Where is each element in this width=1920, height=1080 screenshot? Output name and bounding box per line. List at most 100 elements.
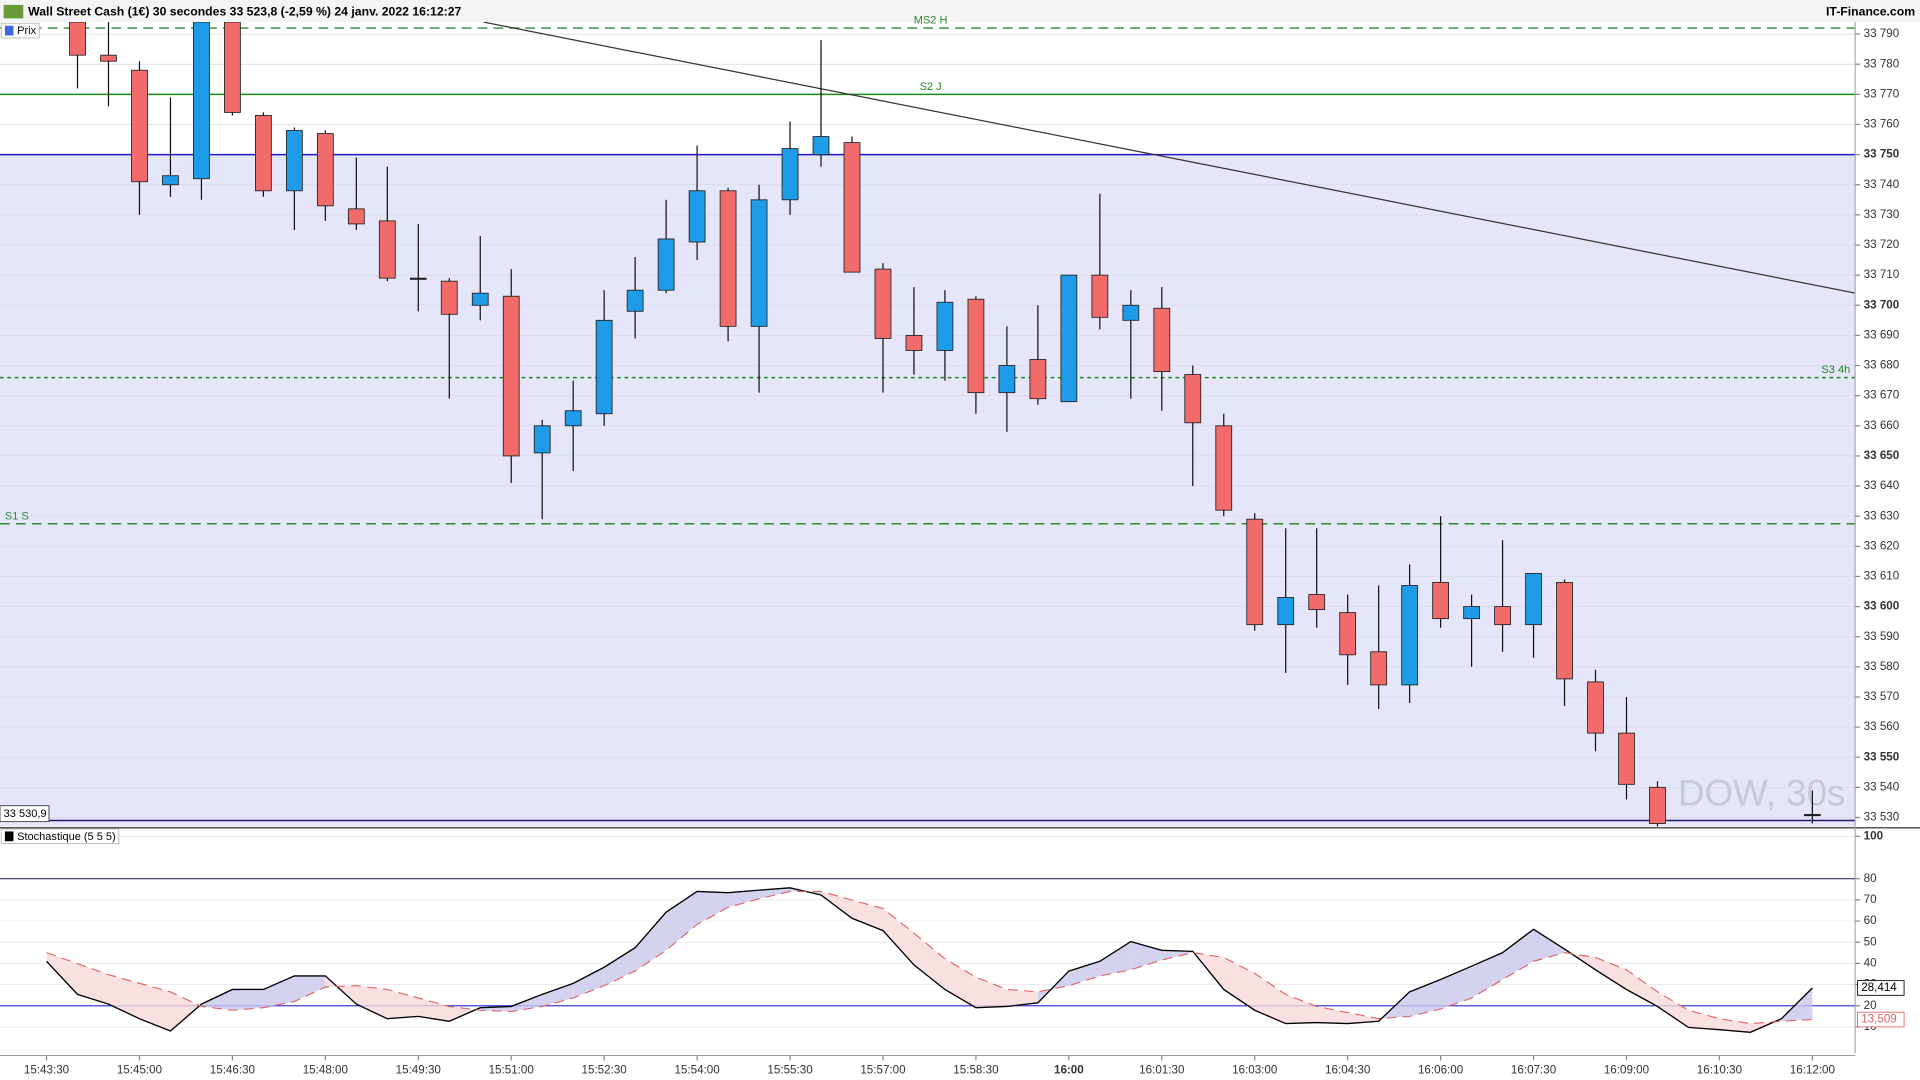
candle-body	[1401, 585, 1419, 686]
x-tick-label: 15:54:00	[674, 1063, 720, 1076]
stoch-fill	[759, 887, 791, 899]
header-bar	[0, 0, 1920, 23]
y-tick-label: 33 730	[1864, 208, 1900, 221]
y-tick-label: 33 690	[1864, 328, 1900, 341]
x-tick-label: 16:01:30	[1139, 1063, 1185, 1076]
panel-label-icon	[4, 25, 14, 36]
candle-body	[595, 319, 613, 415]
x-tick-label: 15:45:00	[117, 1063, 163, 1076]
candle-body	[1215, 425, 1233, 511]
candle-body	[100, 54, 117, 62]
candle-body	[1339, 612, 1357, 656]
stoch-fill	[232, 989, 264, 1011]
candle-body	[255, 115, 272, 192]
panel-label-icon	[4, 831, 14, 842]
stoch-fill	[1502, 929, 1534, 980]
y-tick-label: 33 540	[1864, 780, 1900, 793]
y-tick-label: 33 580	[1864, 660, 1900, 673]
x-tick-label: 16:04:30	[1325, 1063, 1371, 1076]
price-panel: DOW, 30s 33 530 33 540 33 550 33 560 33 570 33…	[0, 15, 1900, 827]
y-tick-label: 33 750	[1864, 148, 1900, 161]
stoch-fill	[356, 985, 388, 1019]
y-tick-label: 33 600	[1864, 600, 1900, 613]
candle-body	[1153, 307, 1171, 372]
x-tick-label: 15:55:30	[767, 1063, 813, 1076]
candle-body	[967, 298, 985, 394]
y-tick-label: 20	[1864, 999, 1877, 1012]
stoch-fill	[1533, 929, 1565, 962]
candle-body	[1122, 304, 1140, 321]
stoch-fill	[139, 983, 171, 1032]
x-tick-label: 16:09:00	[1604, 1063, 1650, 1076]
y-tick-label: 33 760	[1864, 118, 1900, 131]
source: IT-Finance.com	[1826, 4, 1915, 18]
stoch-fill	[1657, 991, 1689, 1028]
y-tick-label: 33 650	[1864, 449, 1900, 462]
stoch-fill	[201, 989, 233, 1011]
candle-body	[1463, 606, 1480, 620]
candle-body	[131, 69, 148, 183]
stoch-fill	[975, 977, 1007, 1008]
stoch-fill	[604, 947, 636, 986]
candle-body	[193, 22, 210, 180]
stoch-fill	[697, 891, 729, 925]
candle-body	[1587, 681, 1604, 734]
y-tick-label: 33 570	[1864, 690, 1900, 703]
stoch-fill	[170, 991, 202, 1032]
candle-body	[998, 365, 1016, 394]
candle-body	[688, 190, 706, 243]
candle-body	[409, 277, 427, 280]
level-label: S3 4h	[1821, 364, 1850, 376]
watermark: DOW, 30s	[1678, 773, 1845, 814]
chart-title: Wall Street Cash (1€) 30 secondes 33 523…	[28, 4, 461, 18]
candle-body	[657, 238, 675, 291]
stoch-fill	[1719, 1018, 1751, 1033]
stoch-line	[46, 890, 1813, 1025]
y-tick-label: 80	[1864, 872, 1877, 885]
x-tick-label: 16:07:30	[1511, 1063, 1557, 1076]
stoch-fill	[1347, 1012, 1379, 1024]
x-tick-label: 16:03:00	[1232, 1063, 1278, 1076]
y-tick-label: 33 670	[1864, 389, 1900, 402]
candle-body	[843, 142, 861, 273]
candle-body	[1184, 374, 1202, 424]
panel-label: Stochastique (5 5 5)	[17, 831, 116, 843]
stoch-fill	[1626, 969, 1658, 1007]
x-tick-label: 16:00	[1054, 1063, 1084, 1076]
level-label: S1 S	[5, 510, 29, 522]
candle-body	[936, 301, 954, 351]
candle-body	[874, 268, 892, 339]
candle-body	[1803, 814, 1821, 817]
logo	[3, 4, 24, 19]
stoch-fill	[1068, 961, 1100, 986]
candle-body	[719, 190, 737, 327]
x-tick-label: 15:49:30	[396, 1063, 442, 1076]
candle-body	[564, 410, 582, 427]
x-tick-label: 15:58:30	[953, 1063, 999, 1076]
stoch-fill	[1595, 957, 1627, 990]
trendline	[483, 22, 1856, 294]
y-tick-label: 50	[1864, 935, 1877, 948]
candle-body	[1060, 274, 1078, 403]
stoch-fill	[573, 967, 605, 998]
y-tick-label: 33 780	[1864, 57, 1900, 70]
y-tick-label: 33 680	[1864, 359, 1900, 372]
candle-body	[1494, 606, 1511, 626]
candle-body	[750, 199, 768, 327]
y-tick-label: 100	[1864, 829, 1883, 842]
stoch-fill	[1223, 957, 1255, 1011]
stoch-panel: 102030405060708010028,41413,509Stochasti…	[0, 828, 1905, 1033]
y-tick-label: 33 700	[1864, 298, 1900, 311]
x-tick-label: 15:48:00	[303, 1063, 349, 1076]
stoch-fill	[1409, 979, 1441, 1017]
candle-body	[812, 136, 830, 156]
stoch-fill	[263, 975, 295, 1008]
x-tick-label: 15:51:00	[489, 1063, 535, 1076]
stoch-fill	[77, 963, 109, 1005]
y-tick-label: 33 630	[1864, 509, 1900, 522]
y-tick-label: 33 640	[1864, 479, 1900, 492]
value-tag	[1857, 980, 1905, 996]
candle-body	[471, 292, 489, 306]
